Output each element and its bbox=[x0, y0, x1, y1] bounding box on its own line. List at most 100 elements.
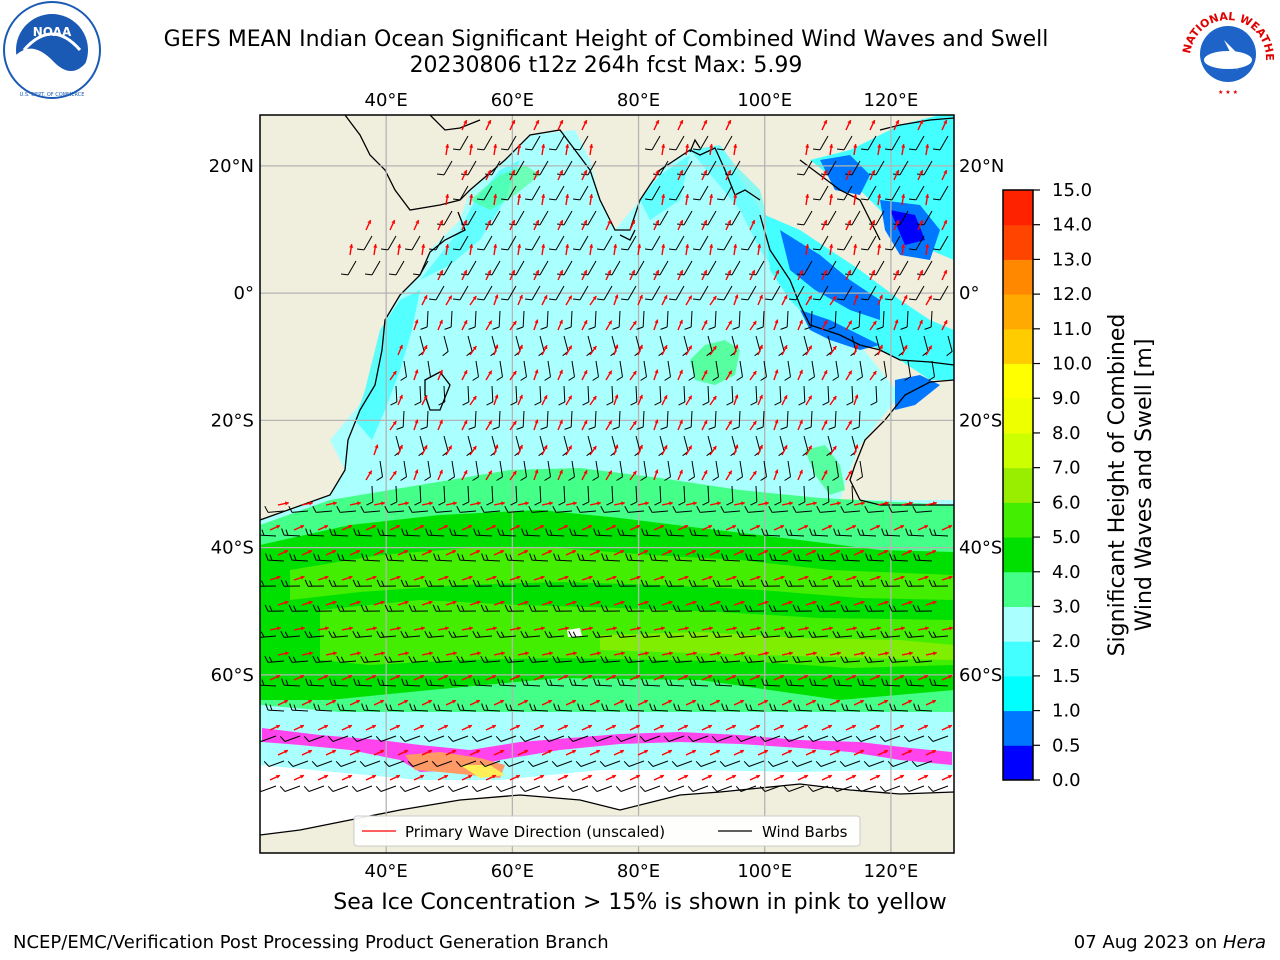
wind-barb bbox=[731, 485, 734, 503]
wind-barb-flag bbox=[865, 553, 869, 561]
wind-barb-flag bbox=[452, 198, 461, 201]
wind-barb bbox=[476, 635, 493, 638]
wind-barb bbox=[691, 360, 695, 377]
wind-barb-flag bbox=[457, 553, 461, 561]
wind-barb-flag bbox=[904, 630, 909, 638]
wind-barb-flag bbox=[436, 656, 441, 663]
wind-barb-flag bbox=[516, 326, 524, 330]
wind-barb-flag bbox=[833, 528, 837, 536]
wind-barb-flag bbox=[414, 501, 422, 506]
wind-barb bbox=[844, 660, 861, 663]
wind-barb-flag bbox=[740, 298, 749, 301]
wind-barb-flag bbox=[534, 501, 542, 506]
wave-arrow-head bbox=[829, 144, 834, 148]
colorbar-segment bbox=[1003, 537, 1033, 573]
wind-barb-flag bbox=[336, 505, 341, 513]
wave-arrow-head bbox=[931, 749, 936, 754]
wind-barb-flag bbox=[423, 786, 430, 792]
wind-barb bbox=[715, 684, 733, 687]
wind-barb-flag bbox=[624, 505, 629, 513]
wind-barb bbox=[499, 534, 517, 537]
wind-barb bbox=[580, 760, 597, 767]
wind-barb-flag bbox=[600, 655, 605, 663]
wind-barb-flag bbox=[436, 173, 445, 176]
wave-arrow-head bbox=[595, 749, 600, 754]
wave-arrow-head bbox=[712, 345, 717, 350]
wind-barb bbox=[404, 735, 421, 742]
nws-logo: NATIONAL WEATHER SERVICE ★ ★ ★ bbox=[1178, 0, 1276, 97]
wind-barb bbox=[908, 785, 925, 792]
wind-barb-flag bbox=[855, 786, 862, 792]
wind-barb-flag bbox=[413, 605, 417, 612]
wave-arrow-head bbox=[475, 749, 480, 754]
wind-barb bbox=[659, 435, 665, 452]
wind-barb-flag bbox=[668, 631, 673, 638]
wave-arrow-head bbox=[607, 270, 612, 275]
wind-barb bbox=[762, 410, 765, 428]
wave-arrow-head bbox=[631, 270, 636, 275]
wind-barb-flag bbox=[261, 679, 265, 686]
wave-arrow-head bbox=[348, 525, 353, 529]
wind-barb-flag bbox=[905, 678, 909, 686]
wave-arrow-head bbox=[848, 320, 852, 325]
wind-barb bbox=[908, 735, 925, 742]
wind-barb-flag bbox=[816, 505, 821, 513]
wind-barb-flag bbox=[477, 529, 481, 536]
colorbar-tick-label: 11.0 bbox=[1052, 319, 1092, 340]
wind-barb bbox=[450, 310, 453, 328]
wind-barb-flag bbox=[856, 579, 861, 587]
wind-barb bbox=[570, 310, 573, 328]
wave-arrow-head bbox=[639, 294, 643, 299]
wave-arrow-head bbox=[439, 270, 444, 275]
wind-barb bbox=[676, 510, 693, 513]
wind-barb bbox=[755, 335, 761, 352]
lat-tick-left--60: 60°S bbox=[211, 665, 254, 686]
lat-tick-left-20: 20°N bbox=[209, 156, 254, 177]
wind-barb bbox=[779, 435, 785, 452]
wind-barb bbox=[260, 684, 277, 687]
wave-arrow-head bbox=[559, 469, 563, 474]
wind-barb bbox=[411, 559, 429, 562]
wind-barb-flag bbox=[428, 248, 437, 251]
wind-barb bbox=[619, 534, 637, 537]
wind-barb-flag bbox=[889, 553, 893, 561]
wave-arrow-head bbox=[632, 420, 637, 425]
wind-barb-flag bbox=[644, 248, 653, 251]
wave-arrow-head bbox=[439, 220, 444, 225]
wave-arrow-head bbox=[900, 626, 905, 631]
wind-barb-flag bbox=[285, 529, 289, 536]
wind-barb-flag bbox=[576, 604, 581, 612]
wave-arrow-head bbox=[812, 501, 817, 506]
wind-barb-flag bbox=[327, 786, 334, 792]
wave-arrow-head bbox=[451, 749, 456, 754]
wind-barb-flag bbox=[828, 426, 836, 430]
wind-barb bbox=[474, 410, 477, 428]
wind-barb bbox=[579, 559, 597, 562]
wind-barb-flag bbox=[653, 704, 657, 711]
wind-barb-flag bbox=[831, 736, 838, 742]
wind-barb-flag bbox=[736, 579, 741, 587]
wave-arrow-head bbox=[854, 394, 859, 399]
wind-barb-flag bbox=[660, 426, 668, 430]
wind-barb bbox=[483, 235, 493, 251]
wave-direction-arrows bbox=[269, 119, 953, 781]
wind-barb-flag bbox=[588, 426, 596, 430]
wind-barb bbox=[891, 709, 909, 712]
wave-arrow-head bbox=[568, 295, 572, 300]
wave-arrow-head bbox=[308, 600, 313, 605]
wind-barb-flag bbox=[717, 529, 721, 536]
wave-arrow-head bbox=[487, 120, 492, 125]
wind-barb bbox=[395, 435, 401, 452]
wind-barb bbox=[764, 735, 781, 742]
wind-barb bbox=[547, 360, 551, 377]
wind-barb bbox=[587, 485, 590, 503]
wind-barb-flag bbox=[444, 326, 452, 330]
wind-barb bbox=[795, 709, 813, 712]
wave-arrow-head bbox=[423, 395, 428, 400]
wind-barb-flag bbox=[504, 655, 509, 663]
wave-arrow-head bbox=[688, 295, 692, 300]
wave-arrow-head bbox=[596, 501, 601, 506]
wave-arrow-head bbox=[563, 724, 568, 729]
wave-arrow-head bbox=[494, 394, 499, 399]
wind-barb-flag bbox=[525, 529, 529, 536]
